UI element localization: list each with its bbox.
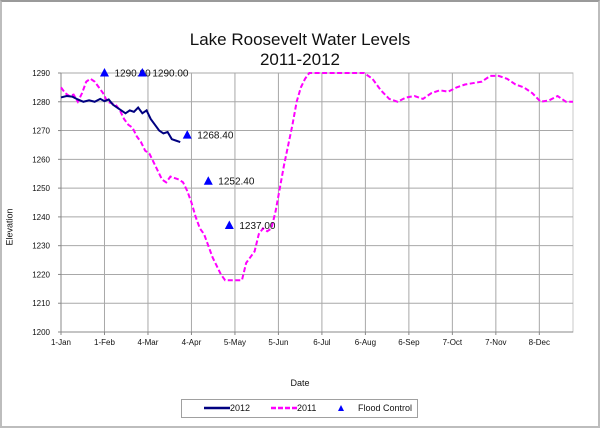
y-tick-label: 1240 xyxy=(32,213,50,222)
flood-control-data-label: 1268.40 xyxy=(197,131,234,142)
flood-control-marker xyxy=(182,130,192,139)
x-tick-label: 8-Dec xyxy=(529,338,550,347)
y-tick-label: 1200 xyxy=(32,328,50,337)
x-tick-label: 7-Nov xyxy=(485,338,506,347)
x-tick-label: 5-May xyxy=(224,338,246,347)
y-tick-label: 1230 xyxy=(32,242,50,251)
x-tick-label: 6-Aug xyxy=(355,338,376,347)
x-tick-label: 1-Jan xyxy=(51,338,71,347)
flood-control-marker xyxy=(137,68,147,77)
y-tick-label: 1280 xyxy=(32,98,50,107)
y-tick-label: 1270 xyxy=(32,127,50,136)
x-tick-label: 7-Oct xyxy=(443,338,463,347)
legend: 2012 2011 Flood Control xyxy=(181,399,418,418)
legend-label-2012: 2012 xyxy=(230,403,251,413)
legend-swatch-2011 xyxy=(271,406,297,410)
flood-control-data-label: 1252.40 xyxy=(218,177,255,188)
x-tick-label: 5-Jun xyxy=(268,338,288,347)
legend-label-2011: 2011 xyxy=(297,403,317,413)
series-line-2011 xyxy=(60,72,573,282)
plot-area xyxy=(60,72,574,333)
x-tick-label: 6-Sep xyxy=(398,338,420,347)
flood-control-marker xyxy=(99,68,109,77)
y-axis-label: Elevation xyxy=(4,208,15,246)
legend-label-flood-control: Flood Control xyxy=(358,403,413,413)
y-tick-label: 1260 xyxy=(32,155,50,164)
legend-swatch-2012 xyxy=(204,406,230,410)
flood-control-data-label: 1290.00 xyxy=(114,69,151,80)
triangle-marker-icon xyxy=(338,405,344,411)
series-line-2012 xyxy=(60,95,181,144)
x-axis-label: Date xyxy=(290,378,310,388)
y-tick-label: 1210 xyxy=(32,299,50,308)
y-tick-label: 1220 xyxy=(32,270,50,279)
legend-item-flood-control: Flood Control xyxy=(336,403,412,413)
chart-title: Lake Roosevelt Water Levels xyxy=(189,30,411,49)
legend-item-2012: 2012 xyxy=(204,403,250,413)
flood-control-marker xyxy=(224,220,234,230)
y-tick-label: 1250 xyxy=(32,184,50,193)
flood-control-data-label: 1237.00 xyxy=(239,221,276,232)
chart-subtitle: 2011-2012 xyxy=(259,50,341,69)
y-tick-label: 1290 xyxy=(32,69,50,78)
x-tick-label: 1-Feb xyxy=(94,338,115,347)
flood-control-marker xyxy=(203,176,213,185)
x-tick-label: 4-Mar xyxy=(138,338,159,347)
x-tick-label: 4-Apr xyxy=(182,338,202,347)
legend-item-2011: 2011 xyxy=(271,403,316,413)
x-tick-label: 6-Jul xyxy=(313,338,331,347)
flood-control-data-label: 1290.00 xyxy=(152,69,189,80)
